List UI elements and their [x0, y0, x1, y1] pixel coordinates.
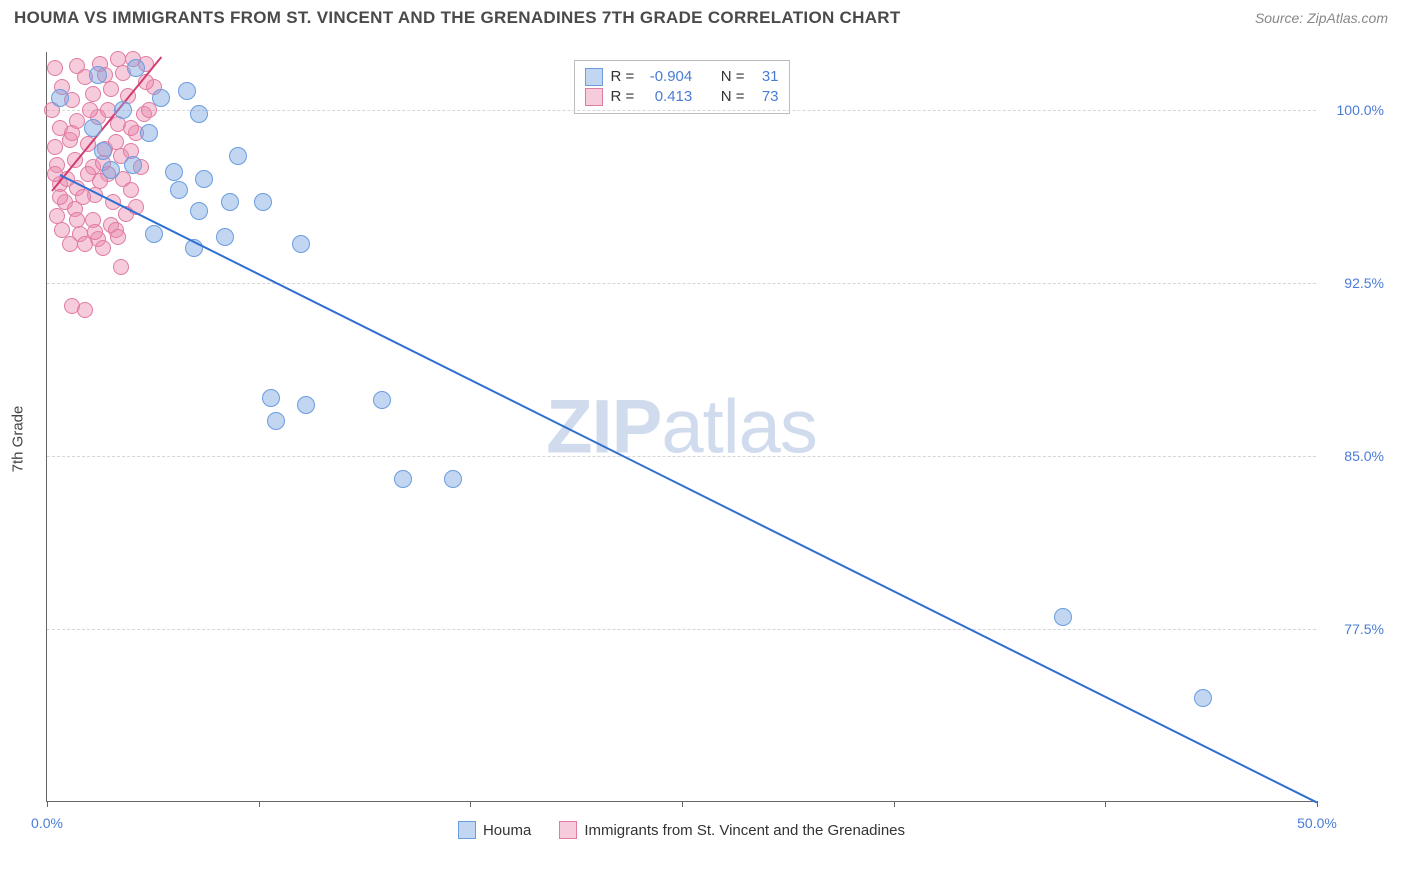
marker-immigrants [110, 229, 126, 245]
marker-houma [170, 181, 188, 199]
chart-title: HOUMA VS IMMIGRANTS FROM ST. VINCENT AND… [14, 8, 901, 28]
xtick [894, 801, 895, 807]
stat-value-r: -0.904 [642, 67, 692, 87]
xtick-label-right: 50.0% [1297, 815, 1337, 831]
source-label: Source: ZipAtlas.com [1255, 10, 1388, 26]
trendline-houma [59, 174, 1317, 803]
marker-immigrants [80, 166, 96, 182]
marker-houma [254, 193, 272, 211]
ytick-label: 85.0% [1344, 448, 1384, 464]
ytick-label: 92.5% [1344, 275, 1384, 291]
marker-houma [178, 82, 196, 100]
gridline-h [47, 110, 1316, 111]
marker-houma [127, 59, 145, 77]
legend-label: Immigrants from St. Vincent and the Gren… [584, 822, 905, 839]
stat-label-n: N = [721, 87, 745, 107]
marker-immigrants [69, 212, 85, 228]
legend-swatch [458, 821, 476, 839]
marker-houma [140, 124, 158, 142]
stat-value-n: 73 [753, 87, 779, 107]
marker-immigrants [64, 125, 80, 141]
stat-row: R = 0.413 N = 73 [584, 87, 778, 107]
xtick [470, 801, 471, 807]
marker-houma [262, 389, 280, 407]
marker-immigrants [52, 189, 68, 205]
legend-swatch [584, 68, 602, 86]
marker-houma [1194, 689, 1212, 707]
stat-label-r: R = [610, 87, 634, 107]
marker-houma [165, 163, 183, 181]
legend-item: Houma [458, 821, 531, 839]
stat-label-r: R = [610, 67, 634, 87]
legend-swatch [559, 821, 577, 839]
stat-value-r: 0.413 [642, 87, 692, 107]
legend-swatch [584, 88, 602, 106]
marker-houma [190, 202, 208, 220]
marker-immigrants [85, 86, 101, 102]
marker-houma [190, 105, 208, 123]
marker-immigrants [95, 240, 111, 256]
marker-immigrants [123, 182, 139, 198]
marker-houma [152, 89, 170, 107]
marker-houma [373, 391, 391, 409]
ytick-label: 77.5% [1344, 621, 1384, 637]
marker-houma [89, 66, 107, 84]
stat-label-n: N = [721, 67, 745, 87]
y-axis-label: 7th Grade [10, 406, 27, 473]
header-row: HOUMA VS IMMIGRANTS FROM ST. VINCENT AND… [0, 0, 1406, 28]
stat-row: R = -0.904 N = 31 [584, 67, 778, 87]
marker-houma [267, 412, 285, 430]
gridline-h [47, 629, 1316, 630]
marker-immigrants [77, 302, 93, 318]
marker-houma [84, 119, 102, 137]
correlation-stat-box: R = -0.904 N = 31R = 0.413 N = 73 [573, 60, 789, 114]
marker-immigrants [87, 224, 103, 240]
ytick-label: 100.0% [1337, 102, 1384, 118]
marker-houma [124, 156, 142, 174]
marker-houma [221, 193, 239, 211]
chart-wrap: 7th Grade ZIPatlas R = -0.904 N = 31R = … [38, 44, 1388, 834]
legend-label: Houma [483, 822, 531, 839]
marker-houma [216, 228, 234, 246]
xtick [682, 801, 683, 807]
marker-houma [114, 101, 132, 119]
marker-houma [195, 170, 213, 188]
marker-houma [51, 89, 69, 107]
marker-houma [1054, 608, 1072, 626]
marker-houma [145, 225, 163, 243]
xtick [1105, 801, 1106, 807]
plot-area: ZIPatlas R = -0.904 N = 31R = 0.413 N = … [46, 52, 1316, 802]
legend-item: Immigrants from St. Vincent and the Gren… [559, 821, 905, 839]
marker-immigrants [113, 259, 129, 275]
marker-houma [394, 470, 412, 488]
marker-immigrants [82, 102, 98, 118]
gridline-h [47, 456, 1316, 457]
marker-houma [94, 142, 112, 160]
gridline-h [47, 283, 1316, 284]
stat-value-n: 31 [753, 67, 779, 87]
xtick [259, 801, 260, 807]
marker-immigrants [47, 139, 63, 155]
bottom-legend: Houma Immigrants from St. Vincent and the… [47, 821, 1316, 839]
marker-immigrants [103, 81, 119, 97]
marker-immigrants [62, 236, 78, 252]
watermark: ZIPatlas [546, 383, 817, 470]
marker-houma [297, 396, 315, 414]
marker-houma [229, 147, 247, 165]
xtick-label-left: 0.0% [31, 815, 63, 831]
xtick [47, 801, 48, 807]
marker-immigrants [47, 60, 63, 76]
marker-houma [444, 470, 462, 488]
marker-immigrants [123, 120, 139, 136]
marker-houma [292, 235, 310, 253]
marker-houma [102, 161, 120, 179]
